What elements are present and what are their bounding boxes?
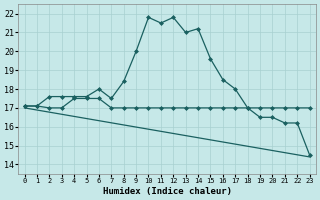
X-axis label: Humidex (Indice chaleur): Humidex (Indice chaleur) (103, 187, 232, 196)
